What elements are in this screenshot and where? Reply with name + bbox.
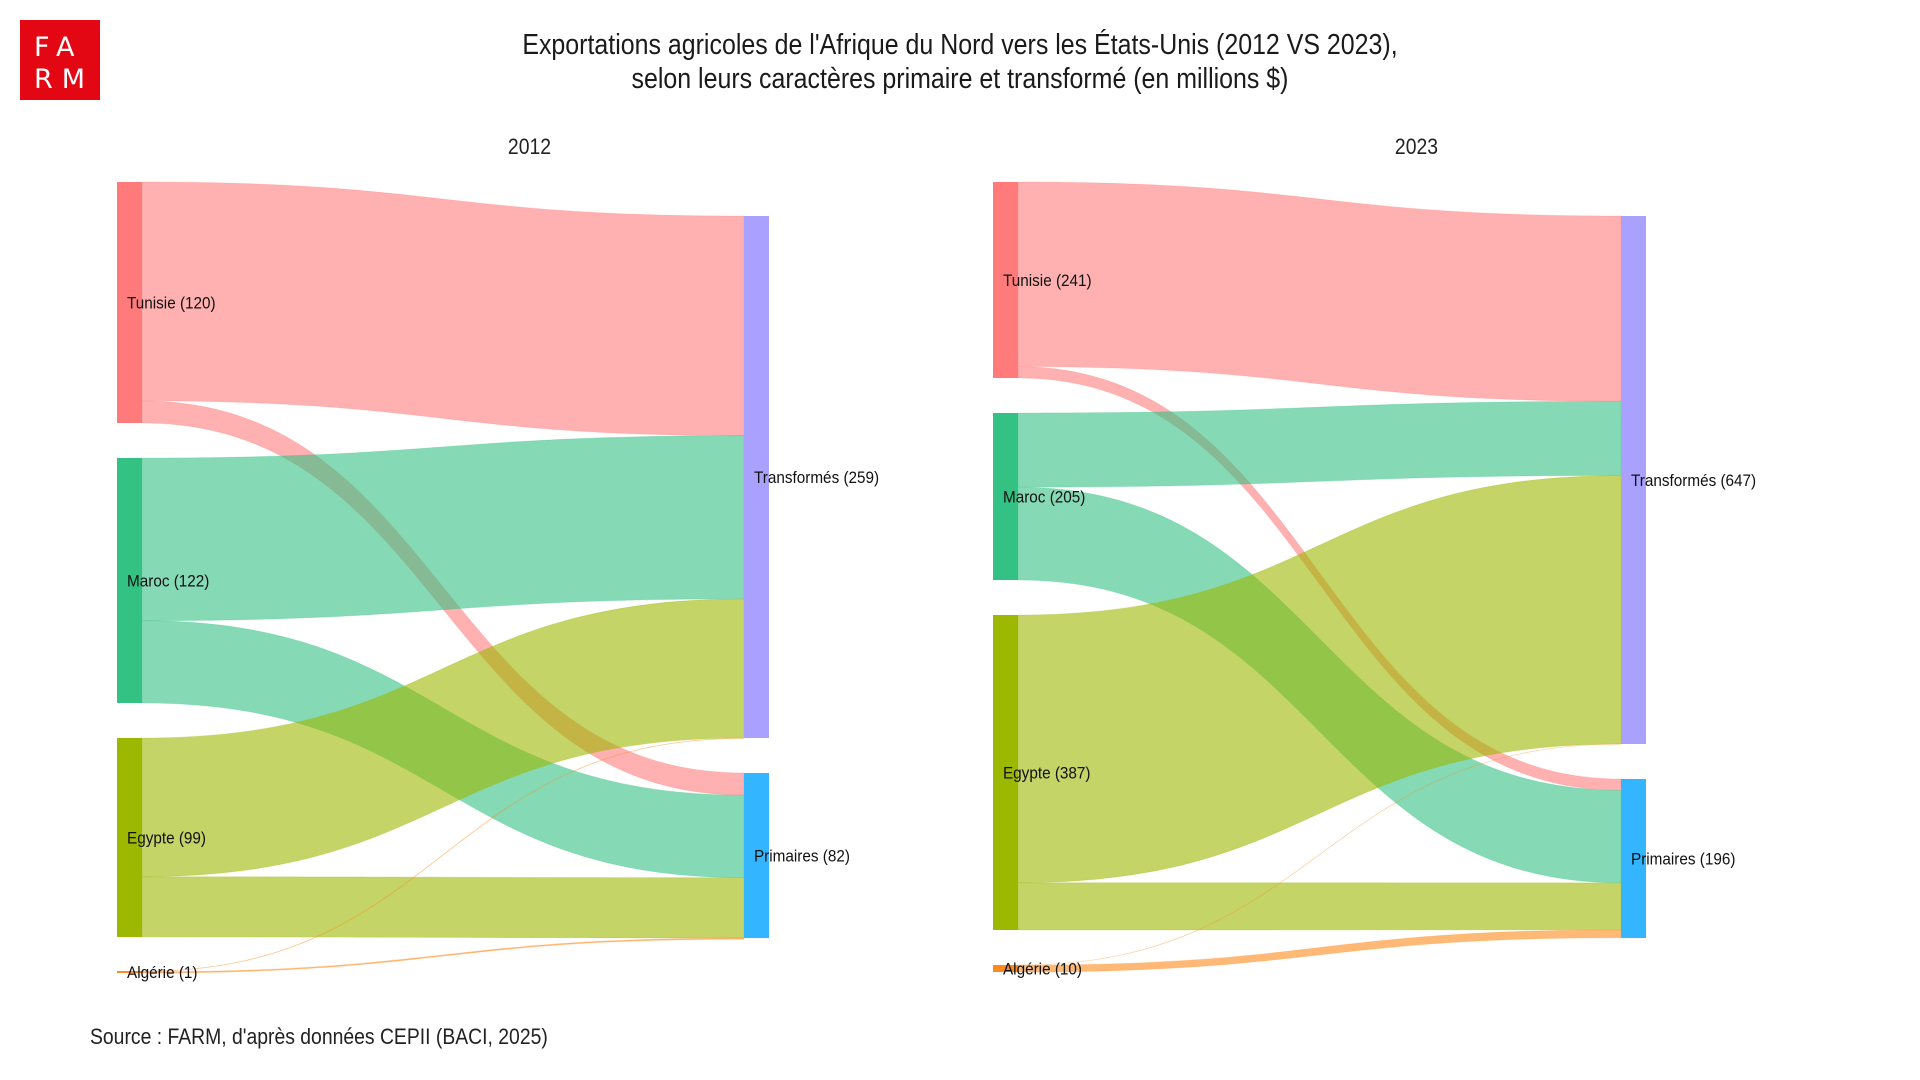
sankey-2023: Tunisie (241) Maroc (205) Egypte (387) Algé… <box>993 181 1756 979</box>
node-primaires <box>744 773 769 938</box>
node-egypte <box>117 738 142 937</box>
chart-title: Exportations agricoles de l'Afrique du N… <box>134 28 1785 96</box>
node-label-algerie: Algérie (1) <box>127 963 198 982</box>
node-transformes <box>1621 216 1646 744</box>
node-label-algerie: Algérie (10) <box>1003 960 1082 979</box>
node-egypte <box>993 615 1018 930</box>
link-algerie-to-primaires <box>141 937 745 974</box>
panel-title-2012: 2012 <box>507 134 552 159</box>
node-label-transformes: Transformés (259) <box>754 468 879 487</box>
source-note: Source : FARM, d'après données CEPII (BA… <box>90 1024 548 1049</box>
node-label-tunisie: Tunisie (120) <box>127 294 216 313</box>
node-label-maroc: Maroc (122) <box>127 572 209 591</box>
node-algerie <box>993 965 1018 972</box>
links-2023 <box>1017 181 1622 973</box>
node-transformes <box>744 216 769 738</box>
link-algerie-to-transformes <box>1017 743 1622 966</box>
node-maroc <box>117 458 142 703</box>
chart-title-line-2: selon leurs caractères primaire et trans… <box>631 63 1289 95</box>
node-maroc <box>993 413 1018 580</box>
chart-title-line-1: Exportations agricoles de l'Afrique du N… <box>522 29 1398 61</box>
node-label-tunisie: Tunisie (241) <box>1003 271 1092 290</box>
node-label-primaires: Primaires (82) <box>754 847 850 866</box>
nodes-2012: Tunisie (120) Maroc (122) Egypte (99) Algér… <box>117 182 879 982</box>
node-label-maroc: Maroc (205) <box>1003 488 1085 507</box>
node-tunisie <box>993 182 1018 378</box>
logo-line-1: FA <box>34 32 84 63</box>
node-label-egypte: Egypte (387) <box>1003 764 1091 783</box>
node-tunisie <box>117 182 142 423</box>
sankey-2012: Tunisie (120) Maroc (122) Egypte (99) Algér… <box>117 181 879 982</box>
link-tunisie-to-transformes <box>141 181 745 437</box>
node-label-egypte: Egypte (99) <box>127 829 206 848</box>
link-maroc-to-transformes <box>1017 400 1622 488</box>
link-tunisie-to-transformes <box>1017 181 1622 402</box>
node-label-transformes: Transformés (647) <box>1631 471 1756 490</box>
links-2012 <box>141 181 745 974</box>
link-algerie-to-primaires <box>1017 929 1622 973</box>
node-label-primaires: Primaires (196) <box>1631 850 1735 869</box>
farm-logo: FA RM <box>20 20 100 100</box>
node-primaires <box>1621 779 1646 938</box>
link-maroc-to-transformes <box>141 435 745 622</box>
panel-title-2023: 2023 <box>1394 134 1439 159</box>
link-egypte-to-primaires <box>141 876 745 939</box>
logo-line-2: RM <box>34 64 95 95</box>
link-algerie-to-transformes <box>141 738 745 972</box>
node-algerie <box>117 971 142 973</box>
link-egypte-to-primaires <box>1017 882 1622 931</box>
nodes-2023: Tunisie (241) Maroc (205) Egypte (387) Algé… <box>993 182 1756 979</box>
